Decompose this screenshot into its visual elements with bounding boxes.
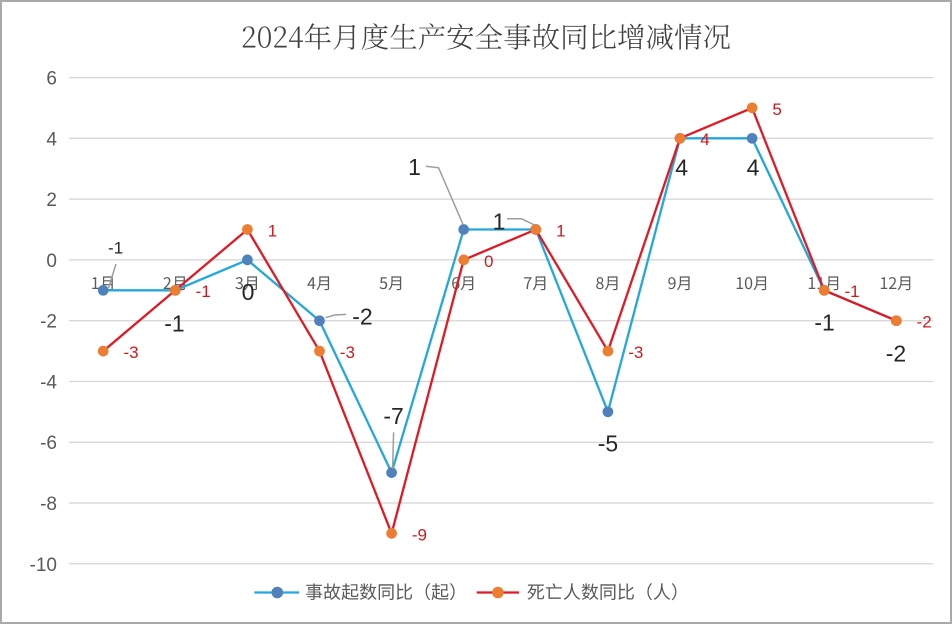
svg-text:-8: -8 [40,494,57,515]
svg-text:4: 4 [46,129,57,150]
svg-text:-2: -2 [352,303,372,329]
svg-text:4: 4 [675,154,688,180]
svg-text:-1: -1 [814,309,834,335]
svg-text:-1: -1 [164,311,184,337]
svg-text:-9: -9 [412,525,427,544]
svg-text:-3: -3 [124,343,139,362]
svg-text:-2: -2 [886,341,906,367]
svg-text:-3: -3 [340,343,355,362]
svg-text:-5: -5 [598,431,618,457]
svg-text:4: 4 [747,155,760,181]
svg-text:1: 1 [408,154,421,180]
svg-text:2: 2 [46,190,57,211]
svg-text:0: 0 [484,252,493,271]
svg-text:-7: -7 [383,403,403,429]
svg-text:-1: -1 [845,282,860,301]
svg-text:-1: -1 [108,239,123,258]
svg-text:-2: -2 [40,312,57,333]
svg-text:1: 1 [556,221,565,240]
svg-text:0: 0 [46,251,57,272]
svg-text:-2: -2 [917,313,932,332]
svg-text:-10: -10 [30,555,57,576]
svg-text:1: 1 [268,221,277,240]
svg-text:1: 1 [493,208,506,234]
svg-text:-4: -4 [40,373,57,394]
svg-text:0: 0 [242,279,255,305]
svg-text:4: 4 [700,130,709,149]
svg-text:-1: -1 [196,282,211,301]
svg-text:-3: -3 [628,343,643,362]
svg-text:-6: -6 [40,433,57,454]
svg-text:5: 5 [772,100,781,119]
svg-text:6: 6 [46,69,57,90]
